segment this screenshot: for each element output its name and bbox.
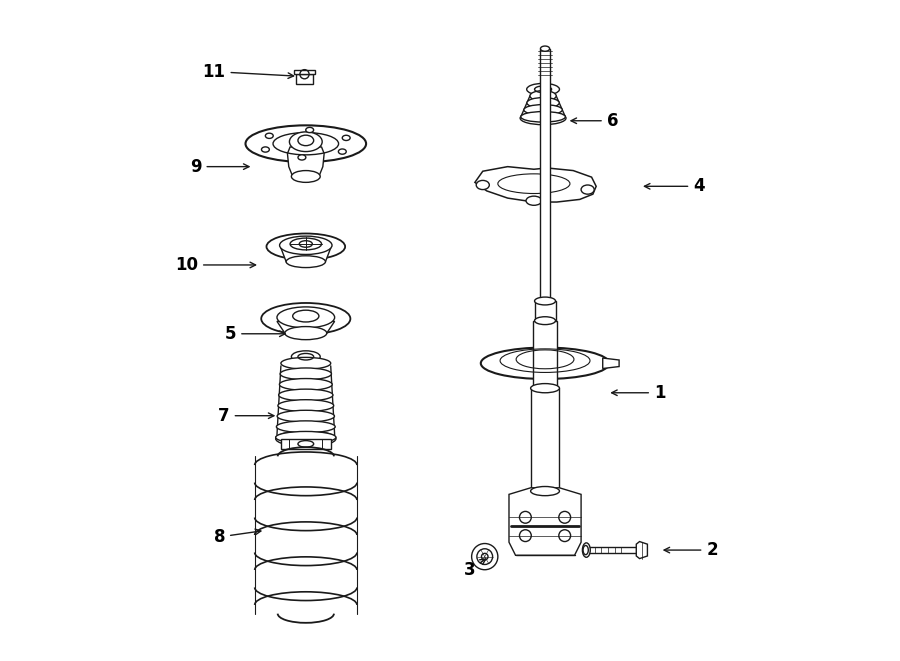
Text: 8: 8 [213,528,261,546]
Text: 1: 1 [612,384,665,402]
Ellipse shape [261,303,350,334]
Ellipse shape [279,389,333,401]
Text: 7: 7 [218,407,274,425]
Polygon shape [603,358,619,369]
Ellipse shape [472,543,498,570]
Bar [535,301,555,321]
Ellipse shape [262,147,269,152]
Text: 9: 9 [190,157,249,176]
Text: 11: 11 [202,63,293,81]
Ellipse shape [476,180,490,190]
Ellipse shape [541,46,550,52]
Ellipse shape [530,91,556,101]
Text: 4: 4 [644,177,705,195]
Ellipse shape [559,529,571,541]
Ellipse shape [266,233,345,260]
Ellipse shape [277,307,335,328]
Ellipse shape [281,358,330,369]
Text: 6: 6 [571,112,618,130]
Text: 5: 5 [225,325,285,343]
Ellipse shape [526,83,560,95]
Ellipse shape [275,431,336,447]
Ellipse shape [266,133,274,138]
Ellipse shape [519,512,531,524]
Bar [294,69,315,73]
Ellipse shape [342,136,350,141]
Ellipse shape [292,351,320,363]
Ellipse shape [290,132,322,151]
Ellipse shape [559,512,571,524]
Polygon shape [636,541,647,559]
Ellipse shape [526,98,559,108]
Text: 2: 2 [664,541,718,559]
Ellipse shape [524,104,562,115]
Ellipse shape [338,149,346,154]
Ellipse shape [286,256,326,268]
Ellipse shape [278,400,334,412]
Ellipse shape [280,368,331,380]
Ellipse shape [284,327,327,340]
Bar [531,388,560,491]
Ellipse shape [275,432,336,444]
Bar [586,547,640,553]
Bar [296,73,313,84]
Ellipse shape [298,155,306,160]
Ellipse shape [535,317,555,325]
Ellipse shape [306,128,313,133]
Ellipse shape [279,379,332,391]
Ellipse shape [582,543,590,557]
Polygon shape [287,147,324,176]
Ellipse shape [292,171,320,182]
Ellipse shape [531,486,560,496]
Ellipse shape [535,297,555,305]
Ellipse shape [520,112,566,125]
Ellipse shape [277,410,335,422]
Text: 3: 3 [464,559,486,579]
Polygon shape [509,488,581,555]
Ellipse shape [521,112,565,122]
Polygon shape [277,321,335,333]
Ellipse shape [280,236,332,254]
Ellipse shape [246,126,366,162]
Ellipse shape [526,196,542,206]
Ellipse shape [276,421,335,433]
Ellipse shape [531,383,560,393]
Ellipse shape [290,238,321,250]
Ellipse shape [519,529,531,541]
Ellipse shape [481,348,609,379]
Ellipse shape [581,185,594,194]
Polygon shape [475,167,596,202]
Bar [533,321,557,389]
Polygon shape [281,248,330,262]
Bar [281,439,330,449]
Bar [541,49,550,311]
Ellipse shape [477,549,492,564]
Text: 10: 10 [175,256,256,274]
